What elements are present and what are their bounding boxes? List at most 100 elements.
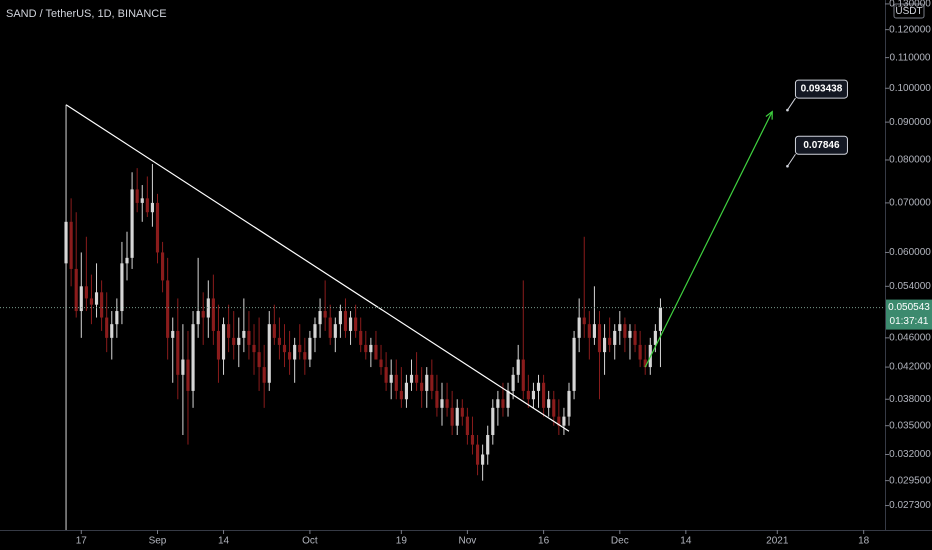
quote-unit: USDT (895, 6, 922, 17)
candle-body (150, 202, 154, 213)
chart-title: SAND / TetherUS, 1D, BINANCE (6, 8, 167, 20)
candle-body (359, 330, 363, 345)
candle-body (100, 292, 104, 318)
candle-body (181, 359, 185, 375)
candle-body (369, 344, 373, 353)
x-tick-label: 18 (858, 536, 870, 547)
candle-body (623, 324, 627, 338)
arrow-line (644, 111, 773, 368)
candle-body (242, 330, 246, 338)
candle-body (105, 317, 109, 338)
x-tick-label: 19 (396, 536, 408, 547)
candle-body (74, 268, 78, 312)
y-tick-label: 0.038000 (889, 394, 931, 405)
candle-body (196, 311, 200, 325)
candle-body (110, 324, 114, 338)
candle-body (308, 337, 312, 360)
candle-body (404, 382, 409, 400)
candle-body (521, 359, 525, 391)
y-tick-label: 0.130000 (889, 0, 931, 10)
candle-body (425, 374, 429, 391)
candle-body (389, 374, 393, 383)
candle-body (155, 202, 160, 253)
candle-body (658, 307, 663, 331)
y-tick-label: 0.070000 (889, 198, 931, 209)
y-tick-label: 0.120000 (889, 24, 931, 35)
x-tick-label: Sep (149, 536, 167, 547)
candle-body (399, 390, 403, 400)
candle-body (64, 221, 68, 264)
price-label-pointer (787, 153, 796, 167)
candle-body (89, 298, 94, 305)
candle-body (84, 286, 88, 299)
candle-body (354, 317, 358, 331)
candle-body (293, 344, 297, 360)
candle-body (262, 367, 266, 383)
candle-body (364, 344, 368, 353)
x-tick-label: 17 (76, 536, 88, 547)
y-tick-label: 0.029500 (889, 475, 931, 486)
candle-body (125, 257, 129, 264)
candle-body (166, 280, 170, 338)
last-price-label: 0.050543 (888, 302, 930, 313)
candle-body (552, 399, 556, 417)
candle-body (252, 344, 256, 353)
candle-body (257, 352, 261, 368)
x-tick-label: 14 (218, 536, 230, 547)
candle-body (94, 292, 99, 305)
candle-body (516, 359, 520, 375)
candle-body (572, 337, 576, 391)
last-price-box (886, 299, 932, 330)
candle-body (384, 367, 388, 383)
candle-body (567, 390, 571, 417)
candle-body (247, 330, 251, 345)
y-tick-label: 0.046000 (889, 332, 931, 343)
candle-body (130, 189, 134, 258)
candle-body (303, 352, 307, 360)
candle-body (343, 311, 348, 331)
candle-body (613, 330, 617, 345)
candle-body (465, 416, 469, 436)
candle-body (191, 324, 195, 391)
candle-body (409, 374, 414, 383)
candle-body (481, 454, 485, 465)
candle-body (628, 330, 632, 338)
candle-body (221, 324, 226, 360)
candle-body (79, 286, 83, 312)
candle-body (501, 399, 505, 408)
candle-body (470, 435, 475, 445)
candle-body (506, 390, 510, 408)
candle-body (237, 337, 241, 345)
y-tick-label: 0.090000 (889, 117, 931, 128)
candle-body (526, 390, 530, 400)
candle-body (145, 198, 149, 213)
candle-body (531, 390, 536, 400)
candle-body (582, 317, 586, 325)
candle-body (186, 359, 190, 391)
candle-body (420, 382, 424, 391)
price-label-pointer (787, 97, 796, 111)
candle-body (542, 382, 546, 408)
candle-body (577, 317, 581, 338)
y-tick-label: 0.080000 (889, 155, 931, 166)
candle-body (440, 399, 444, 408)
candle-body (206, 298, 210, 318)
candle-body (562, 416, 566, 426)
candle-body (633, 330, 637, 345)
candle-body (557, 416, 561, 426)
candle-body (618, 324, 622, 331)
candle-body (643, 359, 647, 368)
candle-body (460, 407, 464, 417)
unit-box (893, 3, 925, 19)
candle-body (267, 324, 271, 383)
candle-body (211, 298, 215, 331)
candle-body (374, 344, 378, 360)
candle-body (328, 317, 332, 338)
candle-body (338, 311, 342, 325)
candle-body (282, 344, 287, 353)
price-label-box (794, 135, 848, 155)
y-tick-label: 0.100000 (889, 83, 931, 94)
x-tick-label: 16 (538, 536, 550, 547)
candle-body (115, 311, 119, 325)
